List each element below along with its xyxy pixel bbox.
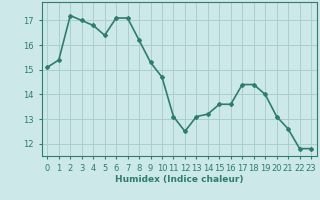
X-axis label: Humidex (Indice chaleur): Humidex (Indice chaleur) xyxy=(115,175,244,184)
